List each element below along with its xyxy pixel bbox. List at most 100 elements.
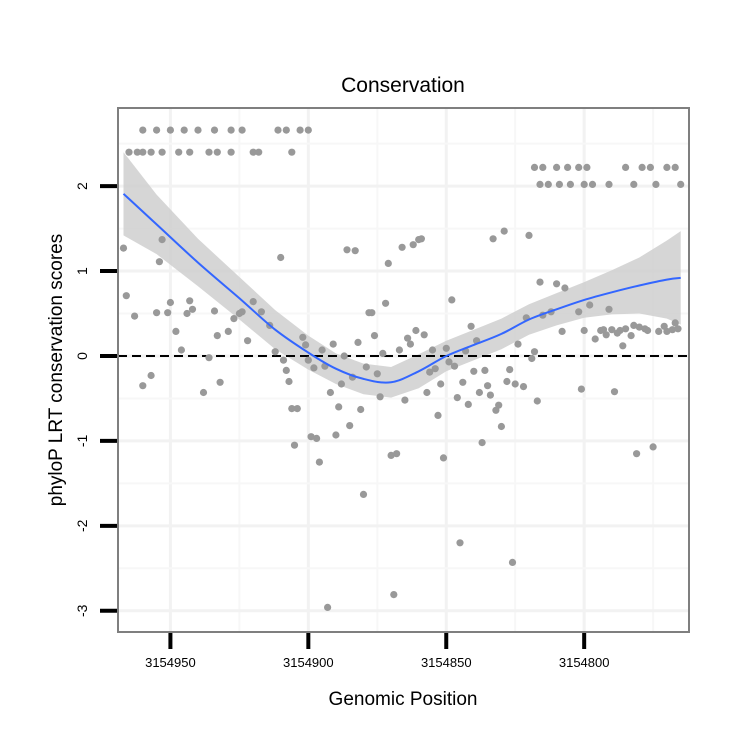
data-point bbox=[605, 180, 613, 188]
data-point bbox=[382, 299, 390, 307]
data-point bbox=[564, 163, 572, 171]
data-point bbox=[205, 354, 213, 362]
data-point bbox=[677, 180, 685, 188]
data-point bbox=[652, 180, 660, 188]
data-point bbox=[586, 301, 594, 309]
data-point bbox=[616, 326, 624, 335]
data-point bbox=[166, 126, 174, 134]
data-point bbox=[663, 327, 671, 335]
data-point bbox=[506, 366, 514, 374]
data-point bbox=[633, 450, 641, 458]
data-point bbox=[530, 348, 539, 356]
data-point bbox=[583, 163, 591, 171]
data-point bbox=[671, 163, 679, 171]
data-point bbox=[271, 348, 279, 356]
data-point bbox=[464, 400, 472, 408]
data-point bbox=[216, 378, 224, 386]
x-tick-label: 3154800 bbox=[559, 655, 610, 670]
data-point bbox=[310, 364, 318, 372]
data-point bbox=[194, 126, 202, 134]
data-point bbox=[332, 431, 340, 439]
data-point bbox=[293, 405, 301, 413]
data-point bbox=[304, 126, 312, 134]
data-point bbox=[448, 296, 456, 304]
data-point bbox=[249, 148, 257, 156]
data-point bbox=[255, 148, 263, 156]
data-point bbox=[186, 148, 194, 156]
data-point bbox=[431, 365, 439, 373]
data-point bbox=[456, 539, 464, 547]
data-point bbox=[619, 342, 627, 350]
data-point bbox=[605, 305, 613, 313]
data-point bbox=[426, 368, 434, 376]
panel-border bbox=[117, 107, 690, 633]
data-point bbox=[164, 309, 172, 317]
data-point bbox=[404, 334, 412, 342]
data-point bbox=[307, 433, 315, 441]
data-point bbox=[376, 393, 384, 401]
y-tick-label: 0 bbox=[74, 352, 90, 360]
x-axis-label: Genomic Position bbox=[329, 689, 478, 710]
data-point bbox=[257, 308, 265, 316]
data-point bbox=[638, 163, 646, 171]
data-point bbox=[393, 450, 401, 458]
data-point bbox=[459, 378, 467, 386]
data-point bbox=[544, 180, 552, 188]
data-point bbox=[318, 346, 326, 354]
data-point bbox=[351, 247, 359, 255]
y-tick-label: 1 bbox=[74, 267, 90, 275]
data-point bbox=[453, 394, 461, 402]
data-point bbox=[439, 454, 448, 462]
data-point bbox=[343, 246, 351, 254]
data-point bbox=[335, 403, 343, 411]
data-point bbox=[668, 326, 677, 334]
data-point bbox=[158, 148, 166, 156]
data-point bbox=[497, 422, 505, 431]
x-tick-label: 3154950 bbox=[145, 655, 196, 670]
data-point bbox=[279, 356, 288, 364]
data-point bbox=[555, 180, 564, 188]
data-point bbox=[147, 371, 155, 380]
smooth-trend-line bbox=[122, 193, 681, 384]
data-point bbox=[539, 163, 547, 171]
data-point bbox=[622, 163, 630, 171]
data-point bbox=[635, 323, 643, 331]
y-axis-label: phyloP LRT conservation scores bbox=[46, 234, 67, 507]
data-point bbox=[210, 307, 219, 315]
data-point bbox=[575, 308, 583, 316]
data-point bbox=[395, 346, 403, 354]
data-point bbox=[153, 126, 161, 134]
data-point bbox=[357, 405, 365, 414]
data-point bbox=[183, 309, 191, 318]
data-point bbox=[398, 243, 406, 251]
data-point bbox=[384, 259, 392, 267]
y-axis: 2 1 0 -1 -2 -3 bbox=[74, 182, 117, 617]
data-point bbox=[158, 236, 166, 244]
data-point bbox=[470, 367, 478, 375]
data-point bbox=[122, 292, 130, 300]
data-point bbox=[530, 163, 539, 171]
data-point bbox=[188, 305, 197, 313]
data-point bbox=[533, 397, 541, 405]
data-point bbox=[139, 126, 147, 134]
data-point bbox=[442, 344, 450, 352]
data-point bbox=[428, 346, 437, 354]
data-point bbox=[274, 126, 282, 134]
data-point bbox=[481, 366, 489, 374]
data-point bbox=[420, 331, 428, 339]
data-point bbox=[608, 326, 616, 334]
data-point bbox=[536, 278, 544, 286]
data-point bbox=[139, 382, 147, 390]
data-point bbox=[445, 358, 453, 366]
data-point bbox=[155, 258, 163, 266]
data-point bbox=[412, 326, 420, 335]
data-point bbox=[450, 362, 459, 370]
data-point bbox=[288, 148, 296, 156]
data-point bbox=[423, 388, 431, 397]
data-point bbox=[434, 411, 442, 419]
data-point bbox=[362, 363, 370, 371]
data-point bbox=[387, 451, 395, 459]
data-point bbox=[186, 297, 194, 305]
data-point bbox=[663, 163, 671, 171]
data-point bbox=[205, 148, 213, 156]
